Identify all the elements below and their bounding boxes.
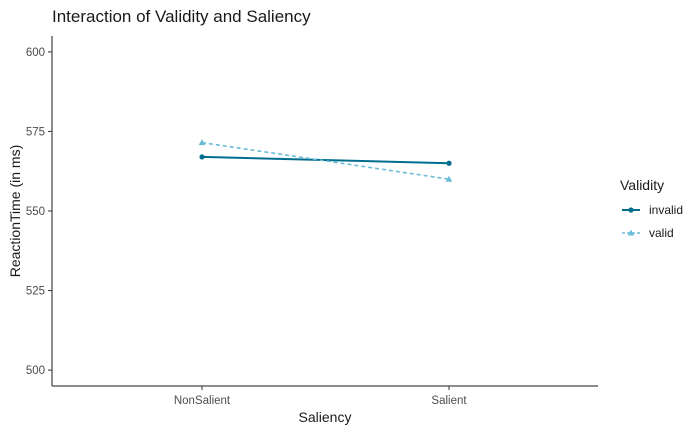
y-tick-label: 500: [26, 365, 45, 377]
data-point-invalid: [199, 154, 205, 160]
x-axis-title: Saliency: [299, 409, 352, 425]
x-tick-label: Salient: [431, 395, 467, 407]
y-axis: 500 525 550 575 600: [26, 47, 52, 377]
y-tick-label: 600: [26, 47, 45, 59]
legend-label: invalid: [649, 203, 683, 217]
data-point-invalid: [446, 160, 452, 166]
legend-key-marker: [628, 207, 634, 213]
legend-key-marker: [627, 229, 635, 236]
plot-area: [198, 139, 453, 182]
legend-item-invalid: invalid: [622, 203, 683, 217]
series-valid: [198, 139, 453, 182]
legend: Validity invalid valid: [620, 177, 683, 240]
legend-label: valid: [649, 226, 674, 240]
legend-title: Validity: [620, 177, 664, 193]
series-invalid: [199, 154, 452, 166]
series-line-invalid: [201, 155, 450, 165]
data-point-valid: [198, 139, 206, 146]
x-tick-label: NonSalient: [174, 395, 231, 407]
x-axis: NonSalient Salient: [174, 386, 467, 407]
y-tick-label: 525: [26, 286, 45, 298]
legend-item-valid: valid: [622, 226, 674, 240]
chart-title: Interaction of Validity and Saliency: [52, 7, 311, 26]
y-tick-label: 550: [26, 206, 45, 218]
y-tick-label: 575: [26, 126, 45, 138]
y-axis-title: ReactionTime (in ms): [7, 145, 23, 278]
data-point-valid: [445, 175, 453, 182]
